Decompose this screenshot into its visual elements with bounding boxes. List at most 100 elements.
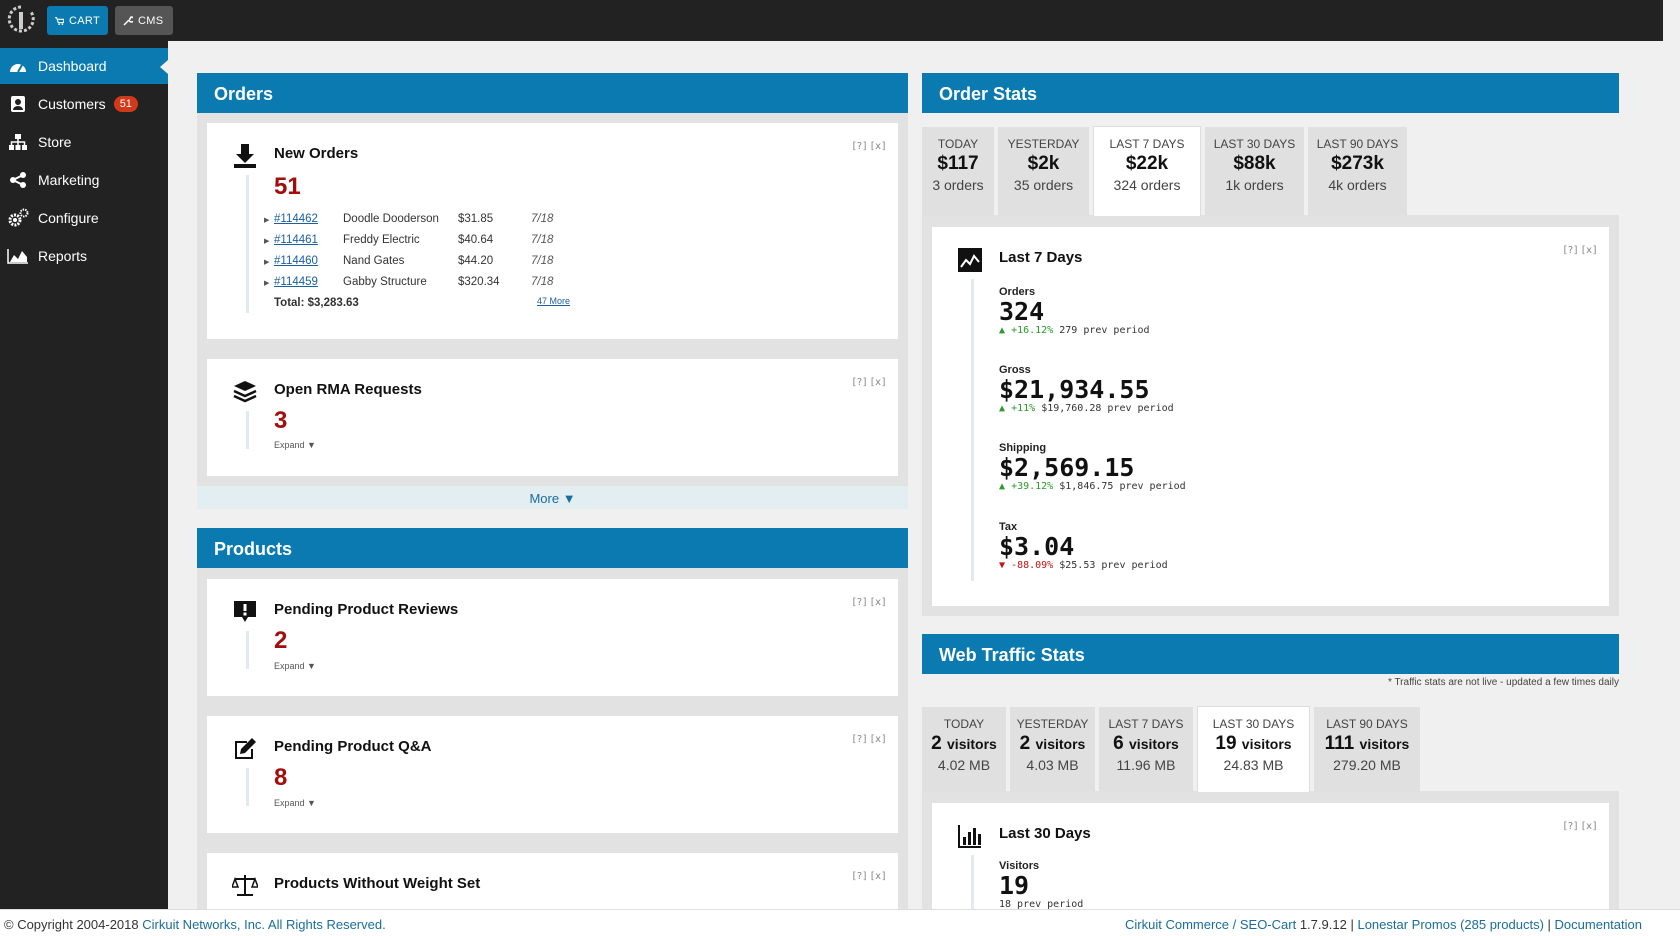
close-button[interactable]: [x] bbox=[870, 377, 886, 388]
tab-sub: 35 orders bbox=[1013, 177, 1074, 193]
tab-today[interactable]: TODAY $117 3 orders bbox=[922, 127, 994, 216]
card-title: Last 30 Days bbox=[999, 825, 1091, 842]
sidebar-item-customers[interactable]: Customers 51 bbox=[0, 86, 168, 122]
web-traffic-tabs: TODAY 2 visitors 4.02 MB YESTERDAY 2 vis… bbox=[922, 706, 1424, 792]
card-title: Last 7 Days bbox=[999, 249, 1083, 266]
tab-value: $273k bbox=[1331, 153, 1384, 174]
table-row[interactable]: ▶ #114462 Doodle Dooderson $31.85 7/18 bbox=[264, 213, 594, 229]
help-button[interactable]: [?] bbox=[852, 377, 868, 388]
sidebar-item-marketing[interactable]: Marketing bbox=[0, 162, 168, 198]
up-arrow-icon: ▲ bbox=[999, 481, 1006, 492]
exclamation-comment-icon bbox=[234, 601, 256, 622]
product-link[interactable]: Cirkuit Commerce / SEO-Cart bbox=[1125, 917, 1297, 932]
table-row[interactable]: ▶ #114459 Gabby Structure $320.34 7/18 bbox=[264, 276, 594, 292]
order-stats-panel-header: Order Stats bbox=[922, 73, 1619, 113]
sidebar-item-store[interactable]: Store bbox=[0, 124, 168, 160]
tab-yesterday[interactable]: YESTERDAY $2k 35 orders bbox=[998, 127, 1089, 216]
expand-row-icon[interactable]: ▶ bbox=[264, 238, 270, 245]
sidebar-item-reports[interactable]: Reports bbox=[0, 238, 168, 274]
tab-today[interactable]: TODAY 2 visitors 4.02 MB bbox=[922, 707, 1006, 792]
sidebar-item-configure[interactable]: Configure bbox=[0, 200, 168, 236]
expand-toggle[interactable]: Expand ▼ bbox=[274, 661, 316, 671]
tab-last-90-days[interactable]: LAST 90 DAYS $273k 4k orders bbox=[1308, 127, 1407, 216]
sidebar-item-label: Dashboard bbox=[38, 58, 107, 74]
table-row[interactable]: ▶ #114460 Nand Gates $44.20 7/18 bbox=[264, 255, 594, 271]
card-title: Products Without Weight Set bbox=[274, 875, 481, 892]
store-link[interactable]: Lonestar Promos (285 products) bbox=[1357, 917, 1544, 932]
card-controls: [?] [x] bbox=[852, 377, 886, 388]
sidebar-item-label: Marketing bbox=[38, 172, 100, 188]
customers-count-badge: 51 bbox=[113, 96, 138, 112]
close-button[interactable]: [x] bbox=[870, 734, 886, 745]
tab-last-7-days[interactable]: LAST 7 DAYS 6 visitors 11.96 MB bbox=[1099, 707, 1193, 792]
tab-sub: 4.03 MB bbox=[1026, 757, 1079, 773]
cirkuit-logo[interactable] bbox=[7, 4, 35, 36]
expand-toggle[interactable]: Expand ▼ bbox=[274, 440, 316, 450]
tab-sub: 24.83 MB bbox=[1223, 757, 1284, 773]
sidebar-item-label: Reports bbox=[38, 248, 88, 264]
expand-label: Expand bbox=[274, 440, 305, 450]
tab-value: $22k bbox=[1125, 153, 1169, 174]
tab-value: $117 bbox=[937, 153, 979, 174]
tab-value: 6 bbox=[1113, 733, 1124, 754]
cart-button[interactable]: CART bbox=[47, 6, 108, 35]
close-button[interactable]: [x] bbox=[1581, 821, 1597, 832]
help-button[interactable]: [?] bbox=[852, 597, 868, 608]
help-button[interactable]: [?] bbox=[852, 871, 868, 882]
tab-yesterday[interactable]: YESTERDAY 2 visitors 4.03 MB bbox=[1010, 707, 1095, 792]
card-title: Open RMA Requests bbox=[274, 381, 422, 398]
order-stats-tabs: TODAY $117 3 orders YESTERDAY $2k 35 ord… bbox=[922, 126, 1411, 216]
tab-value: $2k bbox=[1027, 153, 1060, 174]
tab-value: $88k bbox=[1233, 153, 1276, 174]
tab-sub: 324 orders bbox=[1113, 177, 1181, 193]
tab-last-30-days[interactable]: LAST 30 DAYS 19 visitors 24.83 MB bbox=[1197, 706, 1310, 792]
card-accent-line bbox=[246, 631, 249, 669]
down-arrow-icon: ▼ bbox=[999, 560, 1006, 571]
expand-toggle[interactable]: Expand ▼ bbox=[274, 798, 316, 808]
company-link[interactable]: Cirkuit Networks, Inc. All Rights Reserv… bbox=[142, 917, 386, 932]
more-orders-link[interactable]: 47 More bbox=[537, 296, 571, 306]
top-bar: CART CMS bbox=[0, 0, 1663, 41]
cms-button[interactable]: CMS bbox=[115, 6, 173, 35]
tab-label: LAST 30 DAYS bbox=[1212, 717, 1295, 731]
more-button[interactable]: More ▼ bbox=[197, 486, 908, 509]
tab-last-90-days[interactable]: LAST 90 DAYS 111 visitors 279.20 MB bbox=[1314, 707, 1420, 792]
order-id-link[interactable]: #114461 bbox=[274, 234, 318, 246]
close-button[interactable]: [x] bbox=[870, 141, 886, 152]
help-button[interactable]: [?] bbox=[852, 141, 868, 152]
edit-icon bbox=[235, 738, 256, 759]
close-button[interactable]: [x] bbox=[870, 597, 886, 608]
caret-down-icon: ▼ bbox=[307, 661, 316, 671]
tab-sub: 4.02 MB bbox=[937, 757, 991, 773]
expand-row-icon[interactable]: ▶ bbox=[264, 217, 270, 224]
expand-row-icon[interactable]: ▶ bbox=[264, 280, 270, 287]
stat-prev: $19,760.28 prev period bbox=[1041, 403, 1174, 414]
help-button[interactable]: [?] bbox=[1563, 245, 1579, 256]
order-id-link[interactable]: #114459 bbox=[274, 276, 318, 288]
tab-sub: 11.96 MB bbox=[1116, 757, 1176, 773]
documentation-link[interactable]: Documentation bbox=[1554, 917, 1642, 932]
tab-last-30-days[interactable]: LAST 30 DAYS $88k 1k orders bbox=[1205, 127, 1304, 216]
help-button[interactable]: [?] bbox=[852, 734, 868, 745]
order-id-link[interactable]: #114460 bbox=[274, 255, 318, 267]
close-button[interactable]: [x] bbox=[870, 871, 886, 882]
expand-label: Expand bbox=[274, 661, 305, 671]
expand-row-icon[interactable]: ▶ bbox=[264, 259, 270, 266]
tab-last-7-days[interactable]: LAST 7 DAYS $22k 324 orders bbox=[1093, 126, 1201, 216]
close-button[interactable]: [x] bbox=[1581, 245, 1597, 256]
sidebar-item-dashboard[interactable]: Dashboard bbox=[0, 48, 168, 84]
orders-panel-header: Orders bbox=[197, 73, 908, 113]
card-accent-line bbox=[246, 768, 249, 806]
bar-chart-icon bbox=[958, 825, 981, 848]
stat-prev: $1,846.75 prev period bbox=[1059, 481, 1186, 492]
gears-icon bbox=[7, 208, 29, 228]
up-arrow-icon: ▲ bbox=[999, 403, 1006, 414]
table-row[interactable]: ▶ #114461 Freddy Electric $40.64 7/18 bbox=[264, 234, 594, 250]
copyright-text: © Copyright 2004-2018 bbox=[4, 917, 139, 932]
help-button[interactable]: [?] bbox=[1563, 821, 1579, 832]
sidebar: Dashboard Customers 51 Store Marketing C… bbox=[0, 41, 168, 909]
no-weight-card: Products Without Weight Set [?] [x] bbox=[207, 853, 898, 909]
tab-sub: 1k orders bbox=[1225, 177, 1284, 193]
order-id-link[interactable]: #114462 bbox=[274, 213, 318, 225]
card-controls: [?] [x] bbox=[1563, 245, 1597, 256]
